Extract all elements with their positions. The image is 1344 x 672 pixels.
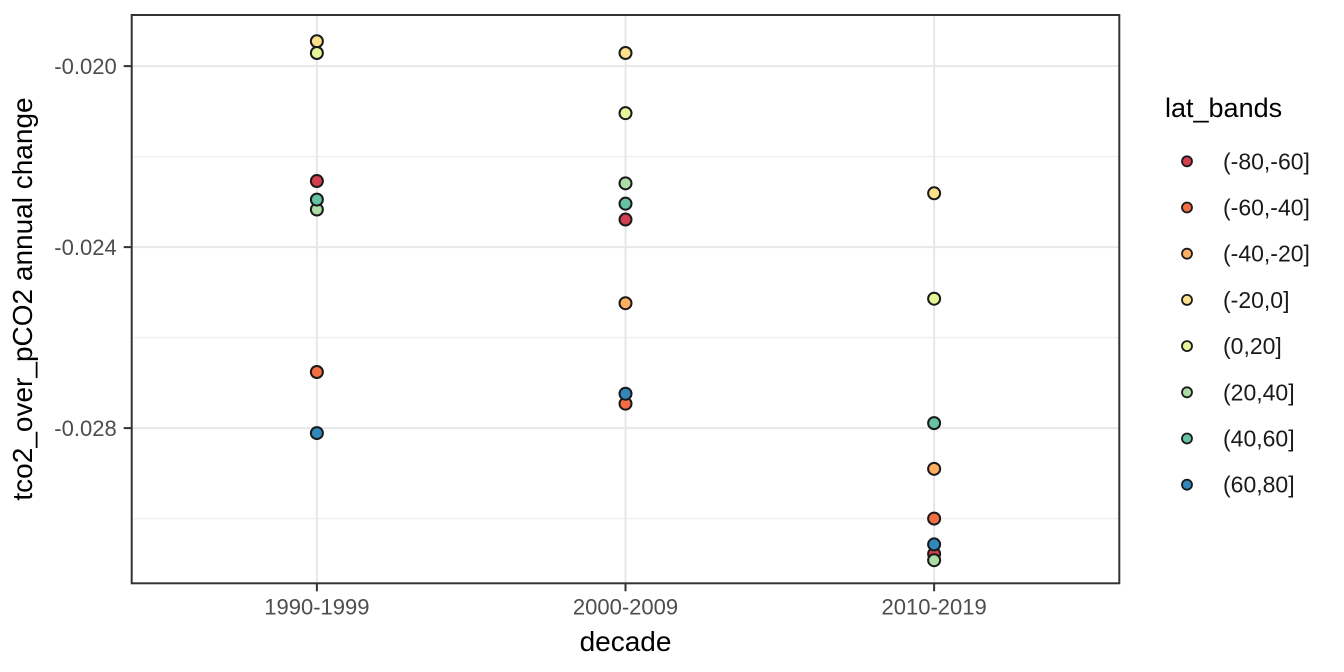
y-tick-label: -0.024: [54, 235, 116, 260]
legend-item-label: (-60,-40]: [1223, 195, 1310, 221]
legend-key-dot: [1181, 247, 1193, 260]
data-point: [618, 46, 633, 61]
legend-item: (-40,-20]: [1181, 241, 1310, 267]
data-point: [618, 106, 633, 121]
data-point: [927, 537, 942, 552]
legend-key-dot: [1181, 155, 1193, 168]
legend-key-dot: [1181, 201, 1193, 214]
data-point: [309, 192, 324, 207]
legend-item-label: (60,80]: [1223, 472, 1295, 498]
legend-item-label: (-80,-60]: [1223, 148, 1310, 174]
legend-item-label: (20,40]: [1223, 379, 1295, 405]
data-point: [618, 296, 633, 311]
data-point: [618, 176, 633, 191]
data-point: [927, 291, 942, 306]
legend-item-label: (-20,0]: [1223, 287, 1289, 313]
axis-layer: -0.020 -0.024 -0.028 1990-1999 2000-2009 2010…: [54, 54, 986, 619]
data-point: [618, 196, 633, 211]
x-axis-title: decade: [580, 626, 672, 657]
legend-item: (0,20]: [1181, 333, 1282, 359]
legend-item: (-20,0]: [1181, 287, 1289, 313]
data-point: [618, 386, 633, 401]
legend-item: (-60,-40]: [1181, 195, 1310, 221]
y-axis-title: tco2_over_pCO2 annual change: [7, 97, 38, 500]
data-point: [309, 174, 324, 189]
legend-item: (20,40]: [1181, 379, 1295, 405]
legend-item: (40,60]: [1181, 426, 1295, 452]
data-point: [309, 46, 324, 61]
points-layer: [309, 34, 942, 568]
data-point: [927, 461, 942, 476]
data-point: [309, 34, 324, 49]
legend-key-dot: [1181, 478, 1193, 491]
x-tick-label: 2000-2009: [573, 594, 678, 619]
y-tick-label: -0.028: [54, 416, 116, 441]
data-point: [927, 186, 942, 201]
legend-key-dot: [1181, 340, 1193, 353]
legend-item: (-80,-60]: [1181, 148, 1310, 174]
data-point: [618, 212, 633, 227]
x-tick-label: 1990-1999: [264, 594, 369, 619]
legend-item-label: (0,20]: [1223, 333, 1282, 359]
data-point: [927, 511, 942, 526]
data-point: [309, 364, 324, 379]
legend-title: lat_bands: [1165, 93, 1282, 123]
legend-items: (-80,-60] (-60,-40] (-40,-20] (-20,0] (0,20]…: [1181, 148, 1310, 498]
x-tick-label: 2010-2019: [882, 594, 987, 619]
legend-item-label: (-40,-20]: [1223, 241, 1310, 267]
data-point: [927, 553, 942, 568]
data-point: [927, 416, 942, 431]
legend-key-dot: [1181, 293, 1193, 306]
legend-key-dot: [1181, 432, 1193, 445]
data-point: [309, 426, 324, 441]
legend-item-label: (40,60]: [1223, 426, 1295, 452]
legend-item: (60,80]: [1181, 472, 1295, 498]
legend: lat_bands (-80,-60] (-60,-40] (-40,-20] (-2…: [1165, 93, 1310, 498]
y-tick-label: -0.020: [54, 54, 116, 79]
legend-key-dot: [1181, 386, 1193, 399]
